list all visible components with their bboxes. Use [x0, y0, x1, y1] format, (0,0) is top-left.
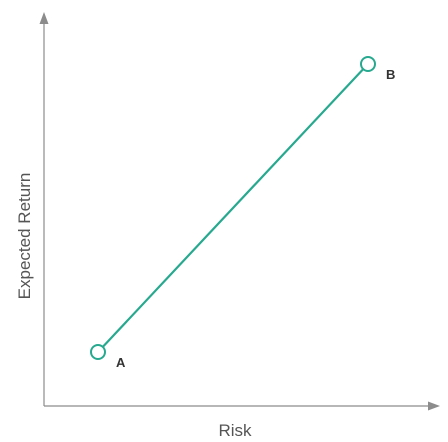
- point-label-b: B: [386, 67, 395, 82]
- plot-area: AB: [90, 56, 395, 370]
- data-point-a: [90, 344, 106, 360]
- y-axis-arrow-icon: [39, 12, 49, 24]
- data-point-b: [360, 56, 376, 72]
- series-line: [97, 63, 369, 353]
- point-label-a: A: [116, 355, 126, 370]
- y-axis-label: Expected Return: [15, 173, 34, 300]
- x-axis-arrow-icon: [428, 401, 440, 411]
- x-axis-label: Risk: [218, 421, 252, 440]
